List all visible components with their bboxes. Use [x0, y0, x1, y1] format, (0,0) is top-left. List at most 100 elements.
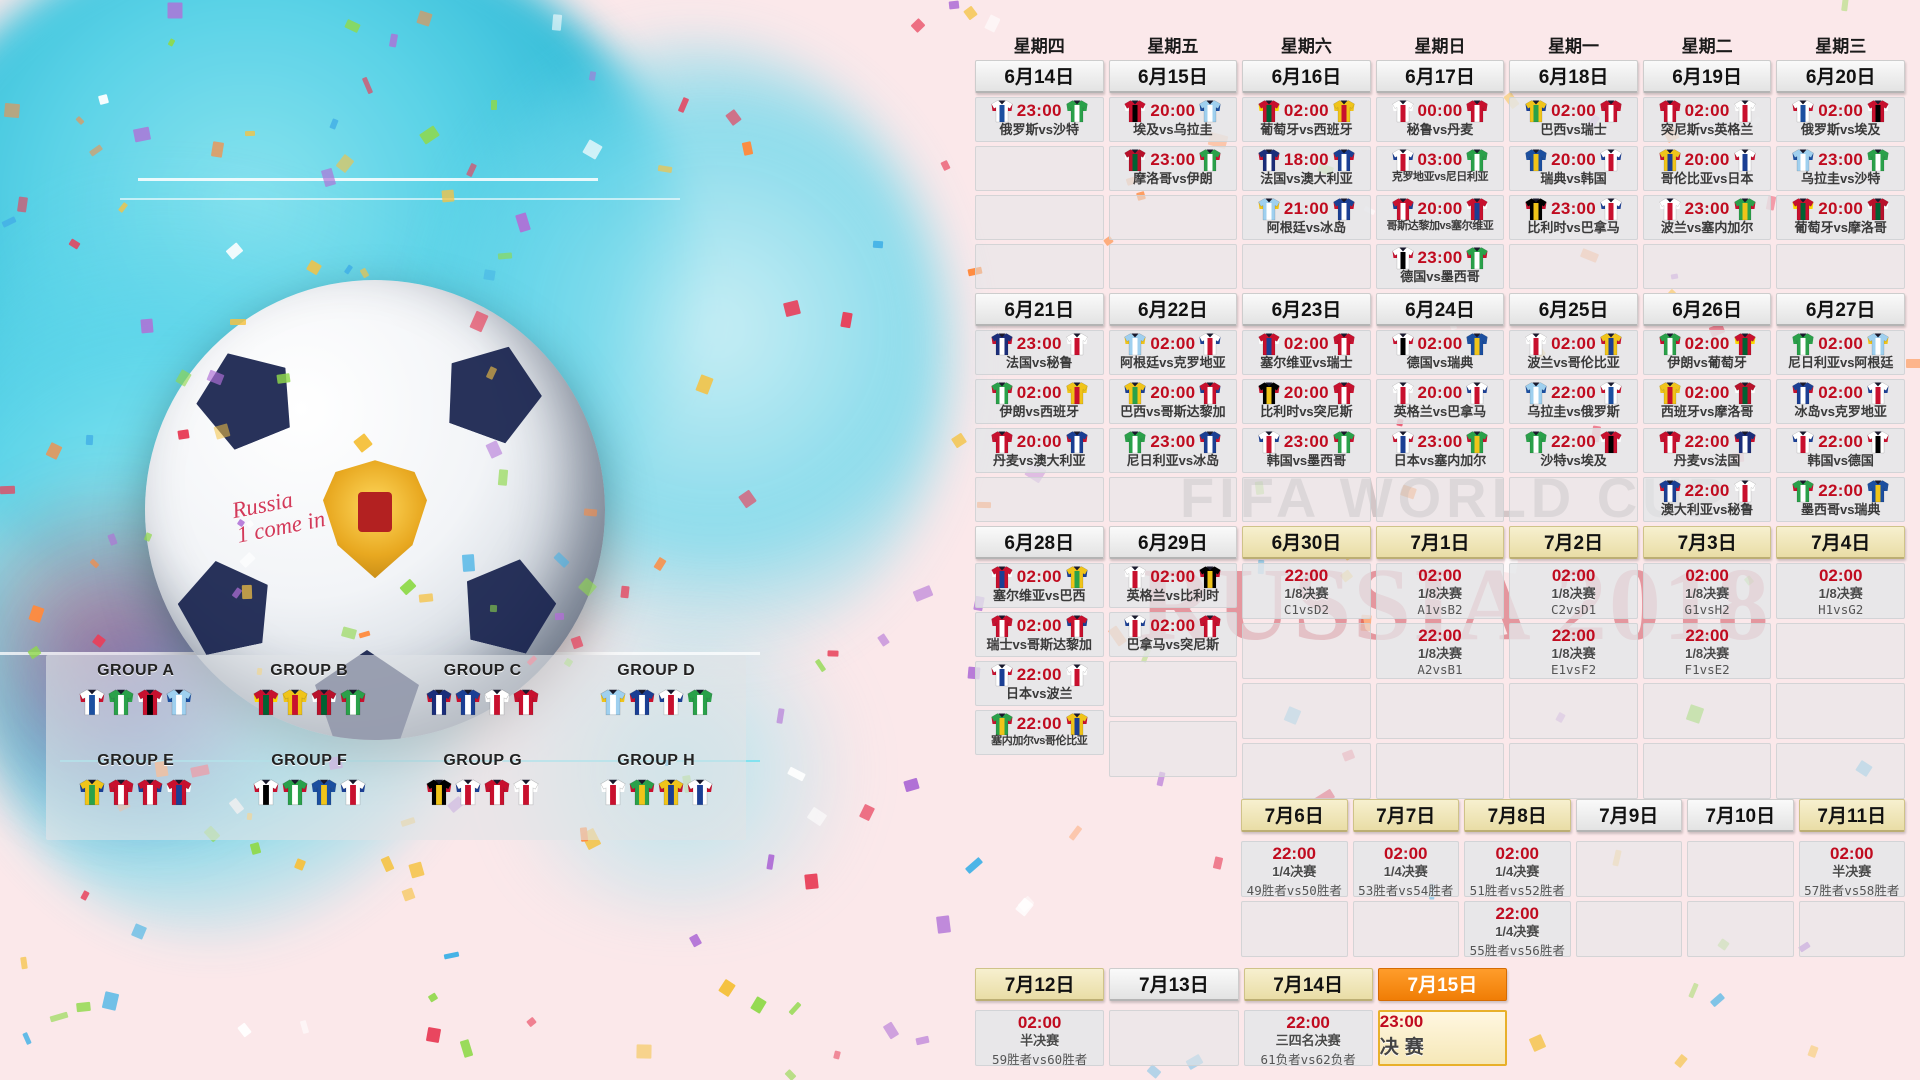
date-header-6月30日[interactable]: 6月30日: [1242, 526, 1371, 559]
match-cell[interactable]: 20:00 英格兰vs巴拿马: [1375, 379, 1505, 424]
match-cell[interactable]: 23:00 德国vs墨西哥: [1375, 244, 1505, 289]
match-cell[interactable]: 20:00 哥伦比亚vs日本: [1642, 146, 1772, 191]
date-header-6月17日[interactable]: 6月17日: [1375, 60, 1505, 93]
match-cell[interactable]: 03:00 克罗地亚vs尼日利亚: [1375, 146, 1505, 191]
date-header-6月21日[interactable]: 6月21日: [975, 293, 1104, 326]
match-cell[interactable]: 23:00 尼日利亚vs冰岛: [1108, 428, 1238, 473]
knockout-match-cell[interactable]: 22:00 1/8决赛 F1vsE2: [1642, 623, 1772, 679]
knockout-match-cell[interactable]: 02:00 1/4决赛 51胜者vs52胜者: [1464, 841, 1571, 897]
date-header-7月4日[interactable]: 7月4日: [1776, 526, 1905, 559]
day-column-1: 02:00 阿根廷vs克罗地亚 20:00 巴西vs哥斯达黎加 23:00 尼日利亚vs冰…: [1108, 330, 1238, 526]
date-header-6月26日[interactable]: 6月26日: [1642, 293, 1772, 326]
date-header-6月29日[interactable]: 6月29日: [1108, 526, 1238, 559]
match-cell[interactable]: 23:00 摩洛哥vs伊朗: [1108, 146, 1238, 191]
date-header-7月3日[interactable]: 7月3日: [1642, 526, 1772, 559]
match-cell[interactable]: 02:00 俄罗斯vs埃及: [1776, 97, 1905, 142]
match-cell[interactable]: 20:00 巴西vs哥斯达黎加: [1108, 379, 1238, 424]
match-cell[interactable]: 02:00 葡萄牙vs西班牙: [1242, 97, 1371, 142]
date-header-6月24日[interactable]: 6月24日: [1375, 293, 1505, 326]
date-header-7月6日[interactable]: 7月6日: [1241, 799, 1348, 832]
date-header-6月22日[interactable]: 6月22日: [1108, 293, 1238, 326]
match-cell[interactable]: 20:00 瑞典vs韩国: [1509, 146, 1638, 191]
date-header-7月12日[interactable]: 7月12日: [975, 968, 1105, 1001]
kit-shirt-icon: [1333, 381, 1355, 404]
match-cell[interactable]: 02:00 冰岛vs克罗地亚: [1776, 379, 1905, 424]
date-header-7月7日[interactable]: 7月7日: [1352, 799, 1459, 832]
knockout-match-cell[interactable]: 22:00 1/4决赛 55胜者vs56胜者: [1464, 901, 1571, 957]
final-match-cell[interactable]: 23:00 决赛: [1377, 1010, 1507, 1066]
date-header-6月16日[interactable]: 6月16日: [1242, 60, 1371, 93]
match-cell[interactable]: 02:00 塞尔维亚vs巴西: [975, 563, 1104, 608]
match-cell[interactable]: 02:00 塞尔维亚vs瑞士: [1242, 330, 1371, 375]
knockout-match-cell[interactable]: 02:00 1/8决赛 A1vsB2: [1375, 563, 1505, 619]
knockout-match-cell[interactable]: 02:00 半决赛 59胜者vs60胜者: [975, 1010, 1105, 1066]
match-cell[interactable]: 22:00 澳大利亚vs秘鲁: [1642, 477, 1772, 522]
knockout-match-cell[interactable]: 02:00 1/4决赛 53胜者vs54胜者: [1352, 841, 1459, 897]
date-header-6月25日[interactable]: 6月25日: [1509, 293, 1638, 326]
match-cell[interactable]: 20:00 比利时vs突尼斯: [1242, 379, 1371, 424]
match-cell[interactable]: 20:00 葡萄牙vs摩洛哥: [1776, 195, 1905, 240]
match-cell[interactable]: 23:00 日本vs塞内加尔: [1375, 428, 1505, 473]
empty-slot: [1798, 901, 1905, 957]
knockout-match-cell[interactable]: 02:00 1/8决赛 H1vsG2: [1776, 563, 1905, 619]
date-header-6月27日[interactable]: 6月27日: [1776, 293, 1905, 326]
match-cell[interactable]: 02:00 波兰vs哥伦比亚: [1509, 330, 1638, 375]
date-header-6月28日[interactable]: 6月28日: [975, 526, 1104, 559]
knockout-match-cell[interactable]: 02:00 1/8决赛 G1vsH2: [1642, 563, 1772, 619]
date-header-6月19日[interactable]: 6月19日: [1642, 60, 1772, 93]
date-header-7月11日[interactable]: 7月11日: [1798, 799, 1905, 832]
date-header-7月10日[interactable]: 7月10日: [1687, 799, 1794, 832]
date-header-6月23日[interactable]: 6月23日: [1242, 293, 1371, 326]
date-header-7月9日[interactable]: 7月9日: [1575, 799, 1682, 832]
knockout-match-cell[interactable]: 02:00 1/8决赛 C2vsD1: [1509, 563, 1638, 619]
match-cell[interactable]: 23:00 法国vs秘鲁: [975, 330, 1104, 375]
match-cell[interactable]: 22:00 韩国vs德国: [1776, 428, 1905, 473]
away-team-kit: [1466, 148, 1489, 172]
date-header-7月2日[interactable]: 7月2日: [1509, 526, 1638, 559]
match-cell[interactable]: 02:00 巴拿马vs突尼斯: [1108, 612, 1238, 657]
knockout-match-cell[interactable]: 02:00 半决赛 57胜者vs58胜者: [1798, 841, 1905, 897]
match-cell[interactable]: 02:00 伊朗vs葡萄牙: [1642, 330, 1772, 375]
date-header-7月14日[interactable]: 7月14日: [1243, 968, 1373, 1001]
date-header-6月20日[interactable]: 6月20日: [1776, 60, 1905, 93]
match-cell[interactable]: 22:00 丹麦vs法国: [1642, 428, 1772, 473]
match-cell[interactable]: 02:00 伊朗vs西班牙: [975, 379, 1104, 424]
date-header-6月15日[interactable]: 6月15日: [1108, 60, 1238, 93]
match-cell[interactable]: 18:00 法国vs澳大利亚: [1242, 146, 1371, 191]
match-cell[interactable]: 02:00 瑞士vs哥斯达黎加: [975, 612, 1104, 657]
match-cell[interactable]: 21:00 阿根廷vs冰岛: [1242, 195, 1371, 240]
match-cell[interactable]: 22:00 日本vs波兰: [975, 661, 1104, 706]
match-cell[interactable]: 20:00 哥斯达黎加vs塞尔维亚: [1375, 195, 1505, 240]
match-cell[interactable]: 22:00 墨西哥vs瑞典: [1776, 477, 1905, 522]
match-cell[interactable]: 02:00 西班牙vs摩洛哥: [1642, 379, 1772, 424]
match-time: 23:00: [1818, 149, 1864, 169]
knockout-match-cell[interactable]: 22:00 三四名决赛 61负者vs62负者: [1243, 1010, 1373, 1066]
match-cell[interactable]: 20:00 埃及vs乌拉圭: [1108, 97, 1238, 142]
match-cell[interactable]: 02:00 阿根廷vs克罗地亚: [1108, 330, 1238, 375]
match-cell[interactable]: 23:00 俄罗斯vs沙特: [975, 97, 1104, 142]
knockout-match-cell[interactable]: 22:00 1/8决赛 C1vsD2: [1242, 563, 1371, 619]
match-cell[interactable]: 22:00 沙特vs埃及: [1509, 428, 1638, 473]
knockout-match-cell[interactable]: 22:00 1/8决赛 E1vsF2: [1509, 623, 1638, 679]
match-cell[interactable]: 22:00 塞内加尔vs哥伦比亚: [975, 710, 1104, 755]
match-cell[interactable]: 02:00 突尼斯vs英格兰: [1642, 97, 1772, 142]
date-header-7月1日[interactable]: 7月1日: [1375, 526, 1505, 559]
date-header-7月13日[interactable]: 7月13日: [1109, 968, 1239, 1001]
match-cell[interactable]: 23:00 乌拉圭vs沙特: [1776, 146, 1905, 191]
date-header-7月15日[interactable]: 7月15日: [1377, 968, 1507, 1001]
match-cell[interactable]: 23:00 比利时vs巴拿马: [1509, 195, 1638, 240]
match-cell[interactable]: 20:00 丹麦vs澳大利亚: [975, 428, 1104, 473]
match-cell[interactable]: 22:00 乌拉圭vs俄罗斯: [1509, 379, 1638, 424]
match-cell[interactable]: 02:00 巴西vs瑞士: [1509, 97, 1638, 142]
match-cell[interactable]: 00:00 秘鲁vs丹麦: [1375, 97, 1505, 142]
match-cell[interactable]: 02:00 尼日利亚vs阿根廷: [1776, 330, 1905, 375]
match-cell[interactable]: 23:00 韩国vs墨西哥: [1242, 428, 1371, 473]
date-header-6月14日[interactable]: 6月14日: [975, 60, 1104, 93]
match-cell[interactable]: 02:00 德国vs瑞典: [1375, 330, 1505, 375]
date-header-6月18日[interactable]: 6月18日: [1509, 60, 1638, 93]
match-cell[interactable]: 23:00 波兰vs塞内加尔: [1642, 195, 1772, 240]
knockout-match-cell[interactable]: 22:00 1/4决赛 49胜者vs50胜者: [1241, 841, 1348, 897]
knockout-match-cell[interactable]: 22:00 1/8决赛 A2vsB1: [1375, 623, 1505, 679]
date-header-7月8日[interactable]: 7月8日: [1464, 799, 1571, 832]
match-cell[interactable]: 02:00 英格兰vs比利时: [1108, 563, 1238, 608]
